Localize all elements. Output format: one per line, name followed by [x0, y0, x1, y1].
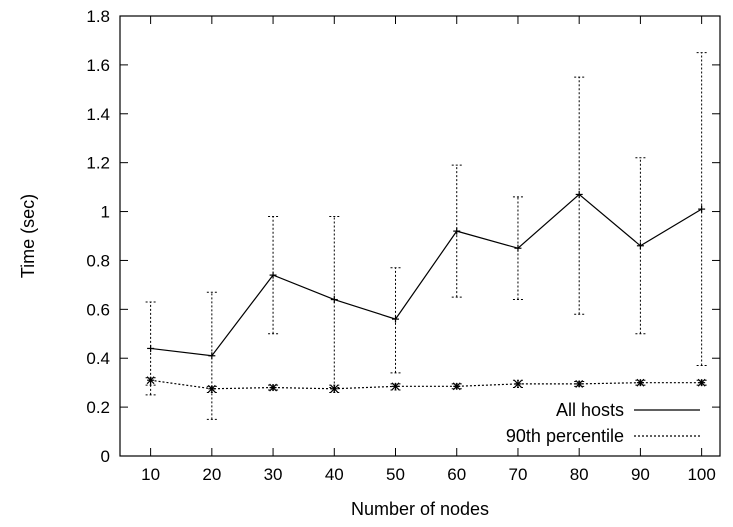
data-point [452, 382, 461, 391]
ticks: 0 0.2 0.4 0.6 0.8 1 1.2 1.4 1.6 1.8 10 20 30 40 50 60 70… [86, 7, 720, 484]
x-axis-title: Number of nodes [351, 499, 489, 519]
x-tick-label: 60 [447, 465, 466, 484]
x-tick-label: 10 [141, 465, 160, 484]
data-point [269, 383, 277, 392]
data-point [269, 271, 277, 279]
data-point [392, 315, 400, 323]
y-tick-label: 0 [101, 447, 110, 466]
y-tick-label: 1.4 [86, 105, 110, 124]
data-point [575, 190, 583, 198]
plot-frame [119, 15, 721, 457]
y-tick-label: 0.4 [86, 349, 110, 368]
x-tick-label: 20 [202, 465, 221, 484]
data-point [514, 244, 522, 252]
x-tick-label: 100 [687, 465, 715, 484]
data-point [698, 205, 706, 213]
series-line-0 [150, 193, 702, 357]
x-tick-label: 80 [570, 465, 589, 484]
data-point [208, 352, 216, 360]
data-point [330, 384, 339, 393]
legend-item: All hosts [556, 400, 700, 420]
x-tick-label: 30 [264, 465, 283, 484]
data-point [330, 296, 338, 304]
data-point [575, 379, 584, 388]
error-bar [145, 301, 156, 396]
legend-label: 90th percentile [506, 426, 624, 446]
data-point [391, 382, 400, 391]
y-axis-title: Time (sec) [18, 194, 38, 278]
y-tick-label: 1.8 [86, 7, 110, 26]
data-point [697, 378, 706, 387]
legend-item: 90th percentile [506, 426, 700, 446]
legend: All hosts 90th percentile [506, 400, 700, 446]
data-point [453, 227, 461, 235]
y-tick-label: 0.2 [86, 398, 110, 417]
error-bars [145, 52, 707, 420]
x-tick-label: 50 [386, 465, 405, 484]
data-point [147, 344, 155, 352]
x-tick-label: 90 [631, 465, 650, 484]
x-tick-label: 40 [325, 465, 344, 484]
series-lines [150, 193, 702, 390]
series-markers [146, 190, 706, 393]
data-point [146, 376, 155, 385]
data-point [514, 379, 522, 388]
error-bar [512, 196, 523, 301]
y-tick-label: 0.6 [86, 300, 110, 319]
y-tick-label: 0.8 [86, 251, 110, 270]
y-tick-label: 1.6 [86, 56, 110, 75]
x-tick-label: 70 [508, 465, 527, 484]
y-tick-label: 1.2 [86, 154, 110, 173]
y-tick-label: 1 [101, 203, 110, 222]
legend-label: All hosts [556, 400, 624, 420]
series-line-1 [150, 379, 702, 390]
error-bar [574, 76, 585, 315]
data-point [636, 378, 645, 387]
error-bar [206, 291, 217, 420]
data-point [207, 384, 216, 393]
error-bar [268, 215, 279, 335]
data-point [636, 242, 644, 250]
